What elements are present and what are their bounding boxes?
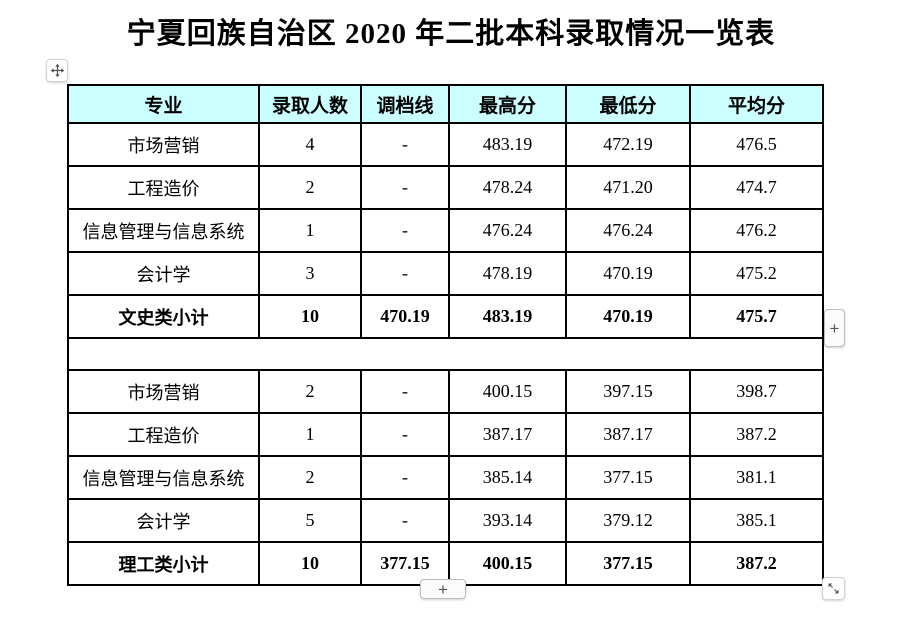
cell-admitted: 2	[258, 165, 362, 210]
cell-admitted: 10	[258, 541, 362, 586]
cell-transfer-line: -	[360, 412, 450, 457]
cell-average: 476.2	[689, 208, 824, 253]
cell-transfer-line: -	[360, 165, 450, 210]
cell-admitted: 4	[258, 122, 362, 167]
column-header-transfer-line: 调档线	[360, 84, 450, 124]
cell-lowest: 387.17	[565, 412, 691, 457]
table-row: 市场营销 4 - 483.19 472.19 476.5	[67, 122, 824, 167]
table-row: 工程造价 1 - 387.17 387.17 387.2	[67, 412, 824, 457]
column-header-major: 专业	[67, 84, 260, 124]
cell-highest: 385.14	[448, 455, 567, 500]
column-header-highest-score: 最高分	[448, 84, 567, 124]
resize-diagonal-icon	[826, 581, 841, 596]
cell-lowest: 470.19	[565, 251, 691, 296]
plus-icon: +	[438, 579, 448, 599]
cell-highest: 478.24	[448, 165, 567, 210]
add-row-button[interactable]: +	[420, 579, 466, 599]
cell-lowest: 472.19	[565, 122, 691, 167]
cell-average: 398.7	[689, 369, 824, 414]
cell-lowest: 377.15	[565, 455, 691, 500]
cell-average: 385.1	[689, 498, 824, 543]
column-header-average-score: 平均分	[689, 84, 824, 124]
cell-highest: 400.15	[448, 369, 567, 414]
cell-transfer-line: -	[360, 208, 450, 253]
table-resize-handle[interactable]	[822, 577, 845, 600]
cell-major: 会计学	[67, 498, 260, 543]
cell-admitted: 2	[258, 455, 362, 500]
page-title: 宁夏回族自治区 2020 年二批本科录取情况一览表	[126, 18, 776, 50]
cell-major: 会计学	[67, 251, 260, 296]
table-row: 会计学 3 - 478.19 470.19 475.2	[67, 251, 824, 296]
cell-major: 工程造价	[67, 412, 260, 457]
cell-highest: 478.19	[448, 251, 567, 296]
cell-transfer-line: 377.15	[360, 541, 450, 586]
table-row: 信息管理与信息系统 2 - 385.14 377.15 381.1	[67, 455, 824, 500]
cell-major: 信息管理与信息系统	[67, 208, 260, 253]
cell-highest: 393.14	[448, 498, 567, 543]
header-row: 专业 录取人数 调档线 最高分 最低分 平均分	[67, 84, 824, 124]
cell-transfer-line: 470.19	[360, 294, 450, 339]
cell-average: 475.7	[689, 294, 824, 339]
cell-admitted: 1	[258, 208, 362, 253]
cell-lowest: 377.15	[565, 541, 691, 586]
cell-average: 475.2	[689, 251, 824, 296]
cell-highest: 483.19	[448, 122, 567, 167]
cell-transfer-line: -	[360, 122, 450, 167]
cell-transfer-line: -	[360, 369, 450, 414]
move-icon	[50, 63, 65, 78]
cell-transfer-line: -	[360, 498, 450, 543]
cell-lowest: 397.15	[565, 369, 691, 414]
cell-admitted: 1	[258, 412, 362, 457]
cell-average: 381.1	[689, 455, 824, 500]
cell-highest: 476.24	[448, 208, 567, 253]
empty-separator-cell	[67, 337, 824, 371]
cell-average: 474.7	[689, 165, 824, 210]
cell-highest: 387.17	[448, 412, 567, 457]
cell-lowest: 471.20	[565, 165, 691, 210]
cell-transfer-line: -	[360, 455, 450, 500]
arts-subtotal-row: 文史类小计 10 470.19 483.19 470.19 475.7	[67, 294, 824, 339]
table-row: 工程造价 2 - 478.24 471.20 474.7	[67, 165, 824, 210]
add-column-button[interactable]: +	[824, 309, 845, 347]
table-row: 会计学 5 - 393.14 379.12 385.1	[67, 498, 824, 543]
cell-major: 文史类小计	[67, 294, 260, 339]
cell-average: 387.2	[689, 412, 824, 457]
table-row: 信息管理与信息系统 1 - 476.24 476.24 476.2	[67, 208, 824, 253]
score-table-container: 专业 录取人数 调档线 最高分 最低分 平均分 市场营销 4 - 483.19 …	[67, 84, 824, 586]
cell-admitted: 5	[258, 498, 362, 543]
plus-icon: +	[829, 318, 840, 338]
column-header-lowest-score: 最低分	[565, 84, 691, 124]
cell-admitted: 10	[258, 294, 362, 339]
cell-lowest: 470.19	[565, 294, 691, 339]
cell-lowest: 379.12	[565, 498, 691, 543]
cell-highest: 400.15	[448, 541, 567, 586]
table-row: 市场营销 2 - 400.15 397.15 398.7	[67, 369, 824, 414]
cell-major: 理工类小计	[67, 541, 260, 586]
cell-average: 476.5	[689, 122, 824, 167]
column-header-admitted-count: 录取人数	[258, 84, 362, 124]
cell-highest: 483.19	[448, 294, 567, 339]
cell-admitted: 2	[258, 369, 362, 414]
cell-transfer-line: -	[360, 251, 450, 296]
score-table: 专业 录取人数 调档线 最高分 最低分 平均分 市场营销 4 - 483.19 …	[67, 84, 824, 586]
cell-major: 市场营销	[67, 122, 260, 167]
cell-lowest: 476.24	[565, 208, 691, 253]
cell-admitted: 3	[258, 251, 362, 296]
empty-separator-row	[67, 337, 824, 371]
table-move-handle[interactable]	[46, 59, 68, 82]
cell-major: 市场营销	[67, 369, 260, 414]
cell-major: 工程造价	[67, 165, 260, 210]
science-subtotal-row: 理工类小计 10 377.15 400.15 377.15 387.2	[67, 541, 824, 586]
cell-average: 387.2	[689, 541, 824, 586]
cell-major: 信息管理与信息系统	[67, 455, 260, 500]
